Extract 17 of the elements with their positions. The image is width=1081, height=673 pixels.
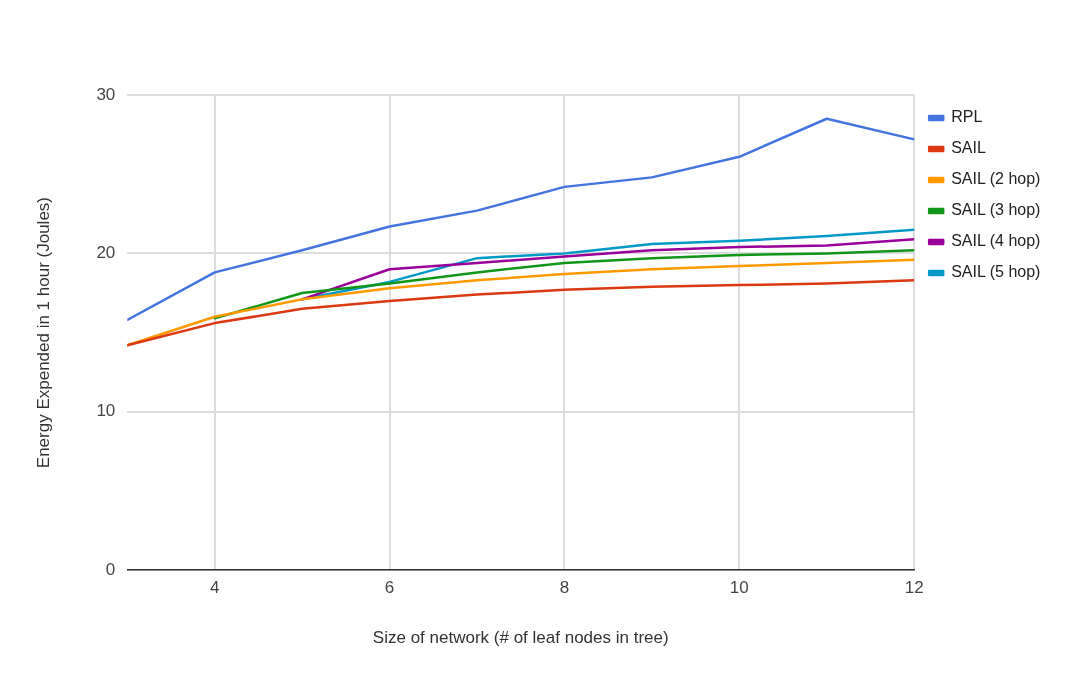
x-tick-label: 12 xyxy=(904,578,924,598)
x-tick-label: 4 xyxy=(210,578,220,598)
legend-label: RPL xyxy=(951,108,983,126)
x-tick-label: 6 xyxy=(384,578,395,598)
legend-label: SAIL (4 hop) xyxy=(951,232,1041,250)
y-axis-title: Energy Expended in 1 hour (Joules) xyxy=(33,196,53,469)
legend-label: SAIL (2 hop) xyxy=(951,170,1041,188)
legend-label: SAIL xyxy=(951,139,986,157)
x-tick-label: 10 xyxy=(729,578,749,598)
y-tick-label: 0 xyxy=(105,559,116,579)
legend-label: SAIL (3 hop) xyxy=(951,201,1041,219)
x-tick-label: 8 xyxy=(559,578,570,598)
y-tick-label: 10 xyxy=(96,401,116,421)
x-axis-title: Size of network (# of leaf nodes in tree) xyxy=(372,628,669,648)
y-tick-label: 20 xyxy=(96,243,116,263)
legend-label: SAIL (5 hop) xyxy=(951,263,1041,281)
y-tick-label: 30 xyxy=(96,84,116,104)
